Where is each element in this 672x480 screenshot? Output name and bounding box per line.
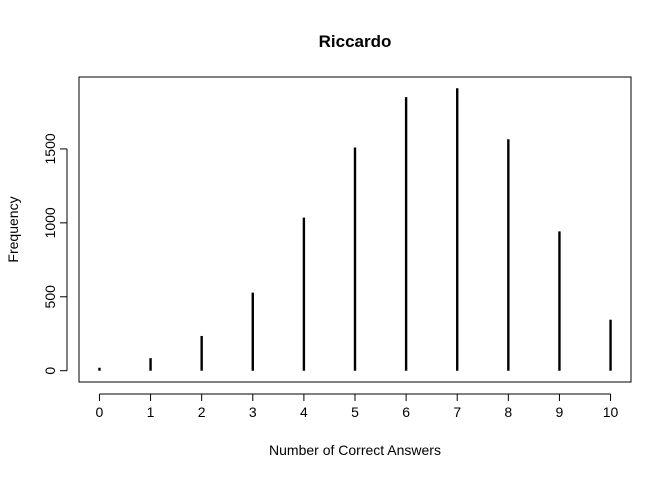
x-tick-label-8: 8 [504, 404, 512, 420]
x-tick-label-7: 7 [453, 404, 461, 420]
plot-frame [78, 76, 632, 383]
y-axis-label: Frequency [5, 196, 21, 262]
x-tick-label-9: 9 [556, 404, 564, 420]
y-tick-label-0: 0 [42, 367, 58, 375]
x-tick-label-6: 6 [402, 404, 410, 420]
x-tick-label-1: 1 [147, 404, 155, 420]
y-tick-label-500: 500 [42, 285, 58, 309]
bars-group [98, 88, 612, 371]
y-tick-label-1000: 1000 [42, 207, 58, 238]
y-axis: 0 500 1000 1500 [42, 133, 68, 375]
x-tick-label-3: 3 [249, 404, 257, 420]
x-tick-label-4: 4 [300, 404, 308, 420]
y-tick-label-1500: 1500 [42, 133, 58, 164]
chart-title: Riccardo [319, 32, 392, 51]
x-tick-label-10: 10 [603, 404, 619, 420]
x-tick-label-0: 0 [96, 404, 104, 420]
x-axis: 0 1 2 3 4 5 6 7 8 9 10 [96, 393, 619, 420]
x-axis-label: Number of Correct Answers [269, 442, 441, 458]
x-tick-label-2: 2 [198, 404, 206, 420]
x-tick-label-5: 5 [351, 404, 359, 420]
